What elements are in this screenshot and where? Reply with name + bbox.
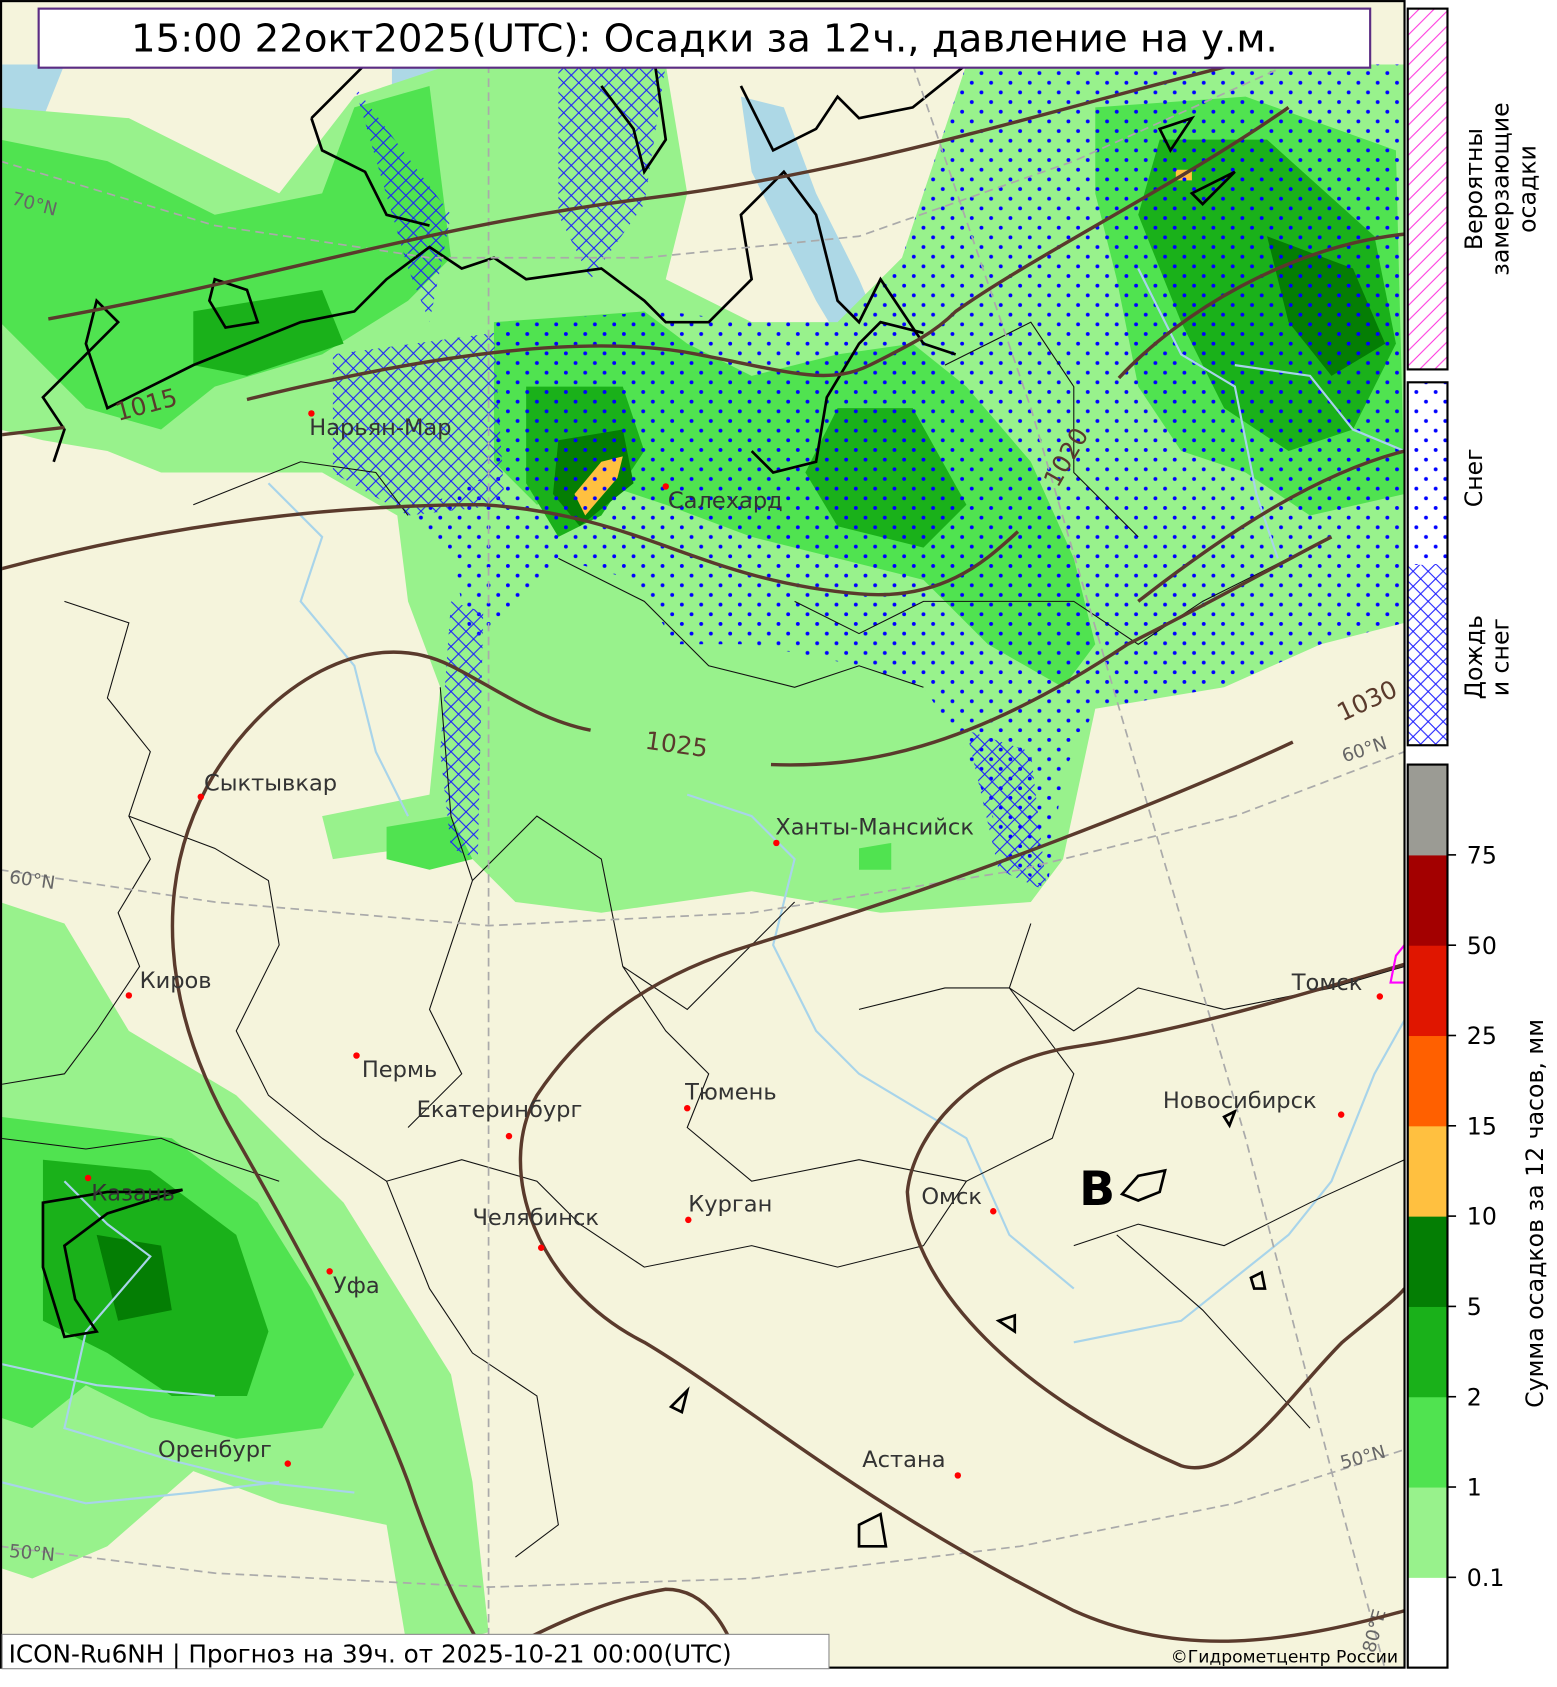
freezing-legend-label: осадки	[1514, 145, 1542, 233]
city-marker	[326, 1268, 333, 1275]
city-label: Екатеринбург	[417, 1097, 583, 1123]
city-marker	[1376, 993, 1384, 1000]
colorbar-segment	[1407, 764, 1448, 856]
city-marker	[684, 1104, 691, 1112]
city-label: Челябинск	[472, 1205, 599, 1231]
cities: Нарьян-Мар Салехард Сыктывкар Ханты-Мансийс…	[84, 410, 1384, 1479]
high-pressure-center: В	[1079, 1162, 1115, 1217]
city-marker	[284, 1460, 291, 1467]
graticule-label: 50°N	[8, 1541, 56, 1566]
city-marker	[353, 1052, 360, 1059]
city-marker	[84, 1174, 92, 1182]
map-area: 70°N 60°N 60°N 50°N 50°N 80°E 1015 1020 …	[2, 2, 1405, 1667]
city-label: Новосибирск	[1163, 1088, 1317, 1114]
title-box	[37, 7, 1372, 69]
colorbar-tick-label: 1	[1467, 1474, 1482, 1502]
model-info-box	[1, 1633, 830, 1670]
city-marker	[685, 1216, 692, 1224]
city-label: Оренбург	[158, 1437, 272, 1463]
copyright: ©Гидрометцентр России	[1171, 1647, 1399, 1667]
city-label: Пермь	[362, 1057, 437, 1083]
colorbar-segment	[1407, 1125, 1448, 1217]
colorbar-tick-label: 25	[1467, 1022, 1497, 1050]
colorbar-segment	[1407, 945, 1448, 1037]
city-label: Омск	[921, 1184, 982, 1210]
colorbar-segment	[1407, 1396, 1448, 1488]
city-marker	[308, 410, 315, 417]
city-label: Киров	[140, 968, 212, 994]
coastlines	[41, 63, 1267, 1548]
colorbar-segment	[1407, 1487, 1448, 1578]
freezing-legend-swatch	[1406, 7, 1449, 371]
snow-region	[408, 64, 1405, 892]
snow-legend-label: Снег	[1460, 448, 1488, 507]
colorbar-tick-label: 0.1	[1467, 1564, 1505, 1592]
colorbar-segment	[1407, 1035, 1448, 1127]
map-title: 15:00 22окт2025(UTC): Осадки за 12ч., да…	[131, 17, 1278, 62]
colorbar-segment	[1407, 1577, 1448, 1669]
city-label: Томск	[1291, 970, 1363, 996]
city-label: Уфа	[333, 1273, 380, 1299]
colorbar-tick-label: 75	[1467, 841, 1497, 869]
city-marker	[990, 1208, 997, 1215]
colorbar-tick-label: 50	[1467, 932, 1497, 960]
colorbar-tick-label: 2	[1467, 1383, 1482, 1411]
freezing-precip-area	[1389, 943, 1405, 984]
city-label: Астана	[862, 1447, 945, 1473]
city-marker	[537, 1244, 545, 1252]
city-marker	[125, 992, 133, 999]
freezing-legend-label: Вероятны	[1460, 128, 1488, 250]
city-marker	[505, 1132, 513, 1140]
model-info: ICON-Ru6NH | Прогноз на 39ч. от 2025-10-…	[9, 1639, 732, 1668]
colorbar-tick-label: 10	[1467, 1203, 1497, 1231]
rain-snow-legend-label: Дождь	[1460, 615, 1488, 699]
rivers	[2, 268, 1405, 1505]
colorbar-segment	[1407, 1306, 1448, 1398]
rain-snow-region	[332, 64, 1047, 892]
city-marker	[954, 1472, 962, 1479]
city-label: Салехард	[668, 488, 783, 514]
city-marker	[773, 839, 780, 847]
colorbar-tick-label: 5	[1467, 1293, 1482, 1321]
colorbar-tick-label: 15	[1467, 1112, 1497, 1140]
freezing-legend-label: замерзающие	[1487, 102, 1515, 275]
city-marker	[197, 793, 205, 801]
colorbar-segment	[1407, 854, 1448, 946]
city-label: Курган	[688, 1191, 772, 1217]
snow-legend-swatch	[1407, 382, 1448, 565]
city-label: Тюмень	[684, 1080, 777, 1106]
rain-snow-legend-swatch	[1407, 564, 1448, 746]
city-label: Ханты-Мансийск	[775, 814, 974, 840]
precip-type-legend: Вероятны замерзающие осадки Снег Дождь и…	[1406, 7, 1542, 747]
colorbar-label: Сумма осадков за 12 часов, мм	[1521, 1019, 1549, 1408]
city-marker	[1337, 1111, 1345, 1118]
city-label: Нарьян-Мар	[309, 415, 451, 441]
admin-borders	[2, 321, 1405, 1558]
city-label: Казань	[91, 1181, 175, 1207]
colorbar-segment	[1407, 1216, 1448, 1307]
city-label: Сыктывкар	[204, 770, 337, 796]
rain-snow-legend-label: и снег	[1487, 618, 1515, 696]
city-marker	[662, 483, 669, 490]
